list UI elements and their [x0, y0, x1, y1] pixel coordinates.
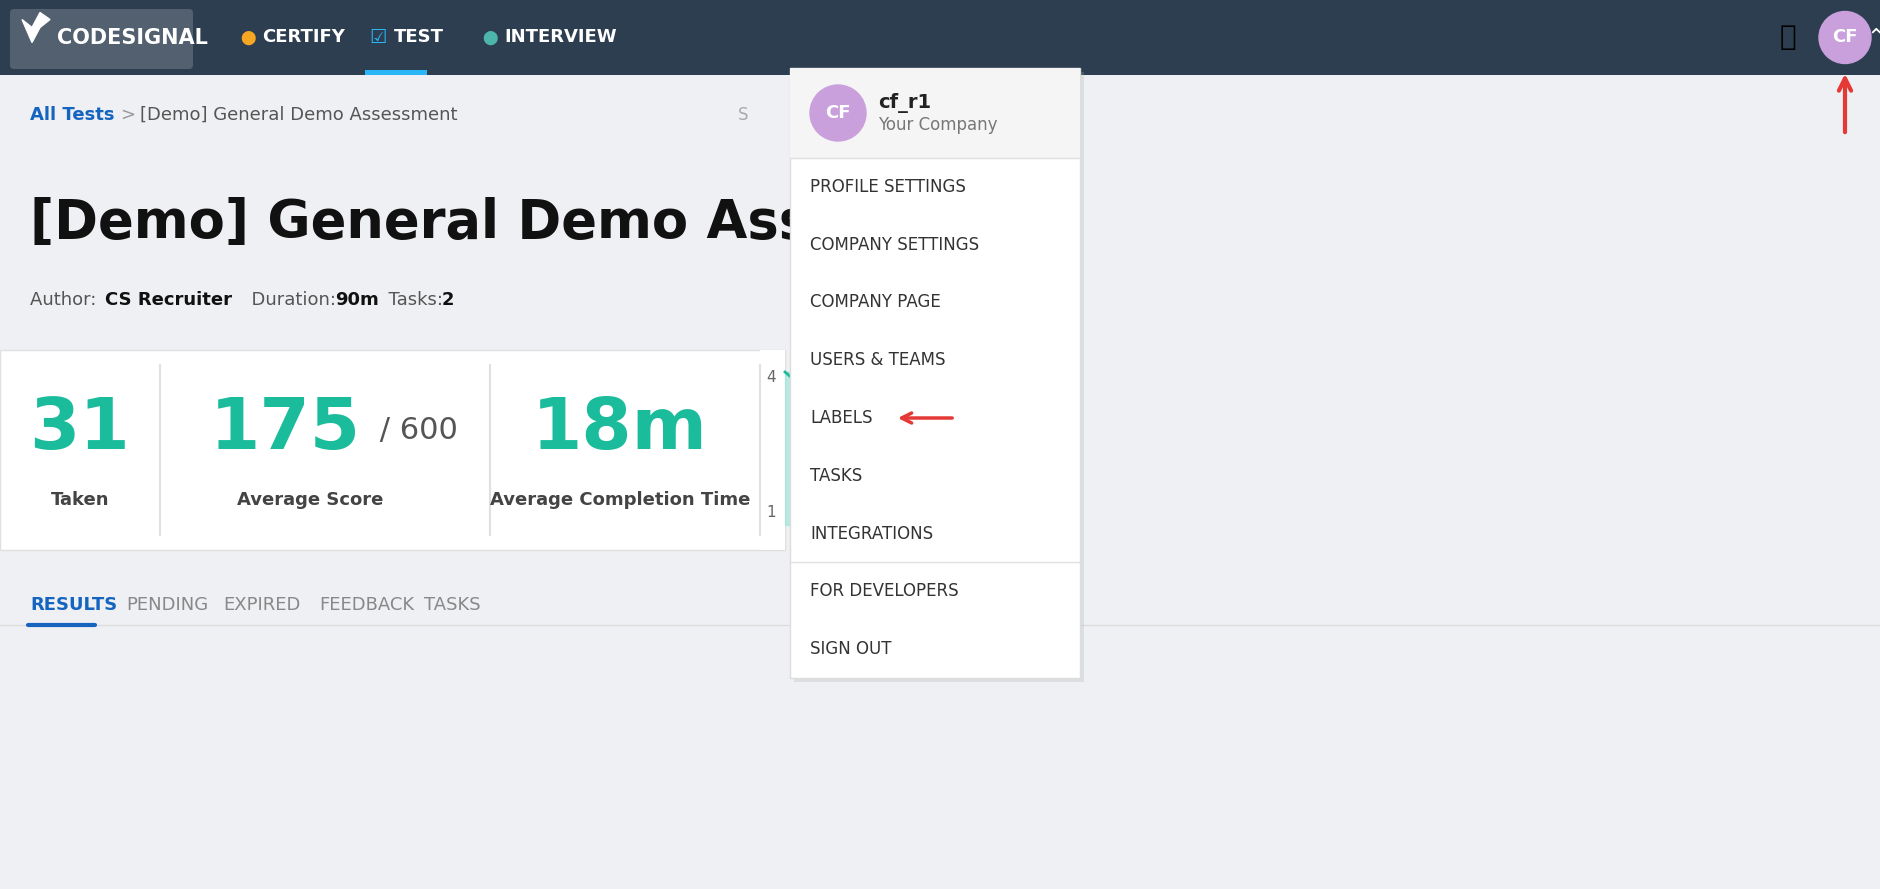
Text: 175: 175: [209, 396, 361, 464]
Text: 90m: 90m: [335, 291, 378, 309]
Text: 4: 4: [765, 370, 776, 385]
Text: Author:: Author:: [30, 291, 102, 309]
Text: ☑: ☑: [368, 28, 387, 47]
Text: TASKS: TASKS: [810, 467, 863, 485]
FancyBboxPatch shape: [790, 68, 1079, 158]
Text: ⬤: ⬤: [241, 30, 256, 44]
Text: CS Recruiter: CS Recruiter: [105, 291, 231, 309]
Text: S: S: [739, 106, 748, 124]
Text: RESULTS: RESULTS: [30, 596, 117, 614]
Text: Taken: Taken: [51, 491, 109, 509]
Text: FOR DEVELOPERS: FOR DEVELOPERS: [810, 582, 959, 600]
Text: Tasks:: Tasks:: [378, 291, 449, 309]
Text: CF: CF: [825, 104, 852, 122]
Text: CODESIGNAL: CODESIGNAL: [56, 28, 209, 47]
Text: Mar: Mar: [801, 527, 829, 542]
Text: USERS & TEAMS: USERS & TEAMS: [810, 351, 946, 369]
Text: TEST: TEST: [395, 28, 444, 46]
Text: Your Company: Your Company: [878, 116, 998, 134]
FancyBboxPatch shape: [0, 75, 1880, 889]
Text: COMPANY SETTINGS: COMPANY SETTINGS: [810, 236, 979, 253]
FancyBboxPatch shape: [790, 68, 1079, 678]
Circle shape: [1820, 12, 1871, 63]
Text: 18m: 18m: [532, 396, 709, 464]
FancyBboxPatch shape: [365, 70, 427, 75]
Text: ⬤: ⬤: [483, 30, 498, 44]
Text: [Demo] General Demo Assessment: [Demo] General Demo Assessment: [30, 197, 1062, 249]
Text: PROFILE SETTINGS: PROFILE SETTINGS: [810, 178, 966, 196]
Text: INTERVIEW: INTERVIEW: [504, 28, 617, 46]
Text: PENDING: PENDING: [126, 596, 209, 614]
Text: Average Score: Average Score: [237, 491, 384, 509]
Text: EXPIRED: EXPIRED: [224, 596, 301, 614]
Text: CERTIFY: CERTIFY: [261, 28, 344, 46]
Text: cf_r1: cf_r1: [878, 93, 931, 113]
Text: [Demo] General Demo Assessment: [Demo] General Demo Assessment: [139, 106, 457, 124]
Text: LABELS: LABELS: [810, 409, 872, 427]
Text: SIGN OUT: SIGN OUT: [810, 640, 891, 658]
Text: FEEDBACK: FEEDBACK: [320, 596, 415, 614]
Text: >: >: [120, 106, 135, 124]
Text: 1: 1: [765, 505, 776, 520]
FancyBboxPatch shape: [793, 72, 1085, 682]
FancyBboxPatch shape: [0, 0, 1880, 75]
Text: Average Completion Time: Average Completion Time: [491, 491, 750, 509]
Text: TASKS: TASKS: [425, 596, 481, 614]
FancyBboxPatch shape: [760, 350, 786, 550]
Text: CF: CF: [1833, 28, 1857, 46]
Text: 31: 31: [30, 396, 130, 464]
Text: All Tests: All Tests: [30, 106, 115, 124]
Text: ⌃: ⌃: [1867, 28, 1880, 47]
FancyBboxPatch shape: [0, 350, 786, 550]
Circle shape: [810, 85, 867, 141]
Text: Duration:: Duration:: [241, 291, 342, 309]
Text: Apr: Apr: [916, 527, 942, 542]
Text: / 600: / 600: [370, 415, 459, 444]
Text: INTEGRATIONS: INTEGRATIONS: [810, 525, 932, 542]
Text: 2: 2: [442, 291, 455, 309]
Text: 🔔: 🔔: [1780, 23, 1795, 52]
FancyBboxPatch shape: [9, 9, 194, 69]
Text: COMPANY PAGE: COMPANY PAGE: [810, 293, 940, 311]
Polygon shape: [23, 12, 51, 43]
